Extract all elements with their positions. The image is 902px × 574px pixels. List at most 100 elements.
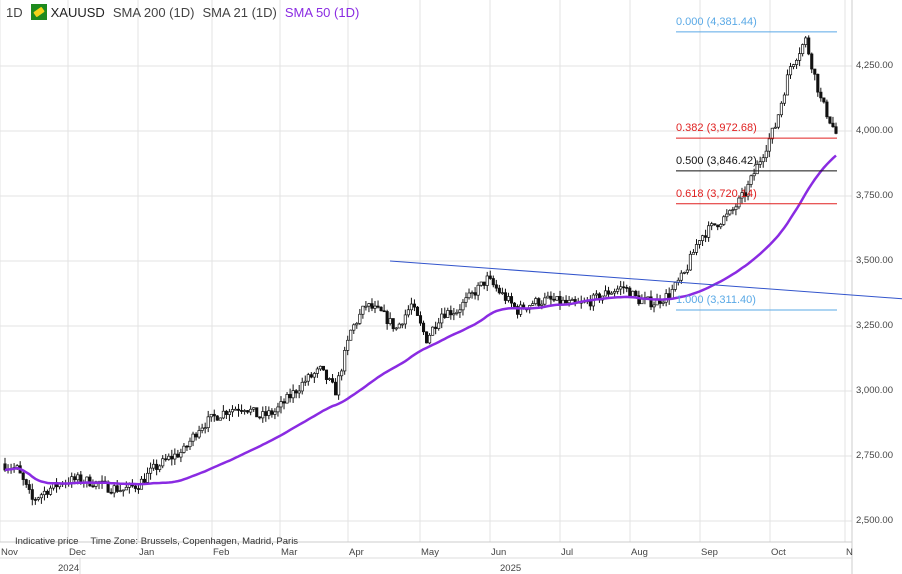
candle — [443, 313, 447, 318]
candle — [564, 299, 568, 304]
candle — [421, 322, 426, 333]
y-tick-label: 3,750.00 — [856, 190, 893, 201]
candle — [512, 302, 517, 307]
x-tick-label: Nov — [1, 547, 18, 558]
candle — [461, 301, 465, 311]
candle — [176, 453, 180, 458]
candle — [679, 272, 683, 281]
candle — [610, 292, 614, 295]
candle — [145, 472, 150, 483]
symbol[interactable]: XAUUSD — [30, 4, 105, 20]
candle — [358, 313, 362, 324]
candle — [200, 427, 204, 431]
candle — [688, 253, 692, 271]
fib-level-label: 0.618 (3,720.14) — [676, 187, 757, 200]
y-tick-label: 2,750.00 — [856, 450, 893, 461]
candle — [722, 216, 726, 225]
candle — [370, 303, 374, 309]
candle — [327, 378, 332, 380]
candle — [246, 410, 250, 413]
candle — [300, 381, 304, 392]
candle — [567, 300, 571, 304]
candle — [118, 490, 122, 492]
candle — [455, 311, 459, 314]
candle — [776, 114, 780, 128]
candle — [182, 445, 186, 453]
candle — [91, 485, 95, 488]
candle — [334, 381, 338, 396]
candle — [218, 417, 222, 421]
candle — [625, 287, 629, 289]
chart-footer: Indicative price Time Zone: Brussels, Cop… — [15, 536, 310, 547]
candle — [704, 235, 708, 238]
candle — [36, 497, 40, 500]
candle — [306, 374, 310, 382]
candle — [255, 407, 259, 418]
candle — [482, 281, 486, 286]
candle — [807, 37, 811, 55]
candle — [494, 284, 498, 289]
candle — [45, 490, 50, 495]
x-tick-label: May — [421, 547, 439, 558]
candle — [697, 240, 702, 245]
candle — [243, 410, 247, 412]
candle — [506, 296, 511, 301]
x-tick-label: Jul — [561, 547, 574, 558]
candle — [352, 324, 356, 331]
candle — [440, 313, 444, 324]
candle — [158, 465, 162, 470]
candle — [434, 326, 438, 329]
candle — [713, 223, 717, 226]
candle — [312, 373, 316, 378]
candle — [285, 394, 289, 404]
candle — [467, 292, 471, 299]
candle — [258, 416, 262, 419]
candle — [488, 275, 492, 279]
indicator-sma200[interactable]: SMA 200 (1D) — [112, 4, 195, 20]
candle — [379, 306, 383, 312]
candle — [121, 489, 125, 492]
candle — [694, 244, 699, 253]
x-tick-label: Oct — [771, 547, 786, 558]
candle — [21, 472, 25, 480]
indicative-price-note: Indicative price — [15, 536, 79, 547]
candle — [740, 192, 744, 199]
candle — [734, 206, 738, 210]
x-tick-label: Dec — [69, 547, 86, 558]
candle — [321, 365, 325, 371]
x-tick-label: Mar — [281, 547, 298, 558]
candle — [798, 53, 802, 61]
interval-label[interactable]: 1D — [6, 4, 23, 20]
candle — [161, 458, 165, 467]
candle — [188, 440, 192, 448]
candle — [39, 494, 43, 499]
x-tick-label: N — [846, 547, 853, 558]
candle — [716, 224, 720, 228]
candle — [764, 150, 768, 159]
candle — [746, 184, 750, 197]
candle — [48, 487, 53, 495]
candle — [819, 91, 823, 99]
indicator-sma50[interactable]: SMA 50 (1D) — [284, 4, 360, 20]
candle — [385, 311, 389, 324]
candle — [400, 323, 404, 326]
candle — [240, 410, 244, 412]
candle — [346, 339, 350, 351]
candle — [376, 305, 380, 308]
candle — [437, 322, 441, 329]
candle — [233, 408, 238, 411]
candle — [276, 406, 280, 413]
candle — [570, 299, 574, 301]
candle — [613, 291, 617, 294]
y-tick-label: 3,250.00 — [856, 320, 893, 331]
candle — [273, 411, 277, 415]
candle — [297, 390, 301, 394]
candle — [406, 309, 410, 316]
candle — [828, 116, 832, 124]
y-tick-label: 3,000.00 — [856, 385, 893, 396]
indicator-sma21[interactable]: SMA 21 (1D) — [202, 4, 277, 20]
candle — [152, 463, 156, 469]
candle — [767, 138, 771, 152]
